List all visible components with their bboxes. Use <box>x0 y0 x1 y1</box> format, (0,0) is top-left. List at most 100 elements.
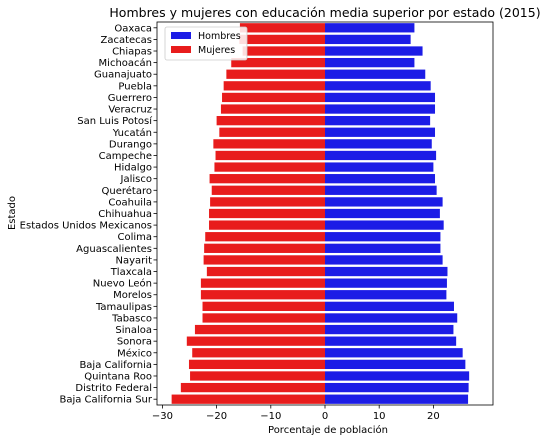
bar-mujeres <box>211 185 325 195</box>
bar-hombres <box>325 174 436 184</box>
y-tick-label: Estados Unidos Mexicanos <box>20 221 152 232</box>
bar-hombres <box>325 243 441 253</box>
x-tick-label: −30 <box>152 411 173 422</box>
y-tick-label: Tabasco <box>111 313 152 324</box>
bar-mujeres <box>226 69 325 79</box>
bar-mujeres <box>220 104 325 114</box>
bar-mujeres <box>200 290 325 300</box>
y-tick-label: Campeche <box>99 151 152 162</box>
bar-mujeres <box>222 92 325 103</box>
bar-hombres <box>325 116 431 126</box>
bar-hombres <box>325 162 434 172</box>
bar-mujeres <box>223 81 325 91</box>
y-tick-label: Veracruz <box>108 105 152 116</box>
bar-mujeres <box>209 174 325 184</box>
bar-hombres <box>325 324 454 335</box>
y-tick-label: Durango <box>109 139 152 150</box>
bar-mujeres <box>213 139 325 149</box>
x-tick-label: 0 <box>322 411 328 422</box>
bar-hombres <box>325 127 436 137</box>
y-tick-label: Chihuahua <box>98 209 152 220</box>
x-tick-labels: −30 −20 −10 0 10 20 <box>152 405 440 422</box>
y-tick-labels: OaxacaZacatecasChiapasMichoacánGuanajuat… <box>20 23 157 406</box>
bar-hombres <box>325 301 454 311</box>
bar-hombres <box>325 359 466 370</box>
legend-swatch-mujeres <box>171 46 191 53</box>
legend-label-hombres: Hombres <box>198 31 241 42</box>
y-tick-label: Sonora <box>117 337 152 348</box>
y-tick-label: San Luis Potosí <box>77 115 153 127</box>
x-tick-label: −10 <box>260 411 281 422</box>
y-tick-label: Querétaro <box>102 185 152 197</box>
y-tick-label: Nayarit <box>116 255 153 266</box>
bar-mujeres <box>214 162 325 172</box>
bar-mujeres <box>190 371 325 381</box>
y-tick-label: Sinaloa <box>115 325 152 336</box>
bar-hombres <box>325 382 469 393</box>
bar-mujeres <box>205 232 325 242</box>
y-tick-label: Chiapas <box>112 47 152 58</box>
bar-mujeres <box>194 324 325 335</box>
bar-mujeres <box>239 23 325 33</box>
bar-hombres <box>325 336 457 346</box>
y-tick-label: Coahuila <box>108 197 152 208</box>
bar-mujeres <box>186 336 325 346</box>
bar-mujeres <box>200 278 325 288</box>
x-tick-label: −20 <box>206 411 227 422</box>
bar-hombres <box>325 255 443 265</box>
bar-mujeres <box>209 208 325 219</box>
legend-label-mujeres: Mujeres <box>198 45 235 56</box>
y-axis-label: Estado <box>7 196 18 230</box>
x-tick-label: 10 <box>373 411 386 422</box>
y-tick-label: Hidalgo <box>114 163 152 174</box>
y-tick-label: México <box>117 347 152 359</box>
bar-hombres <box>325 278 447 288</box>
bar-mujeres <box>180 382 325 393</box>
bar-hombres <box>325 34 411 45</box>
bar-hombres <box>325 348 463 358</box>
bar-hombres <box>325 185 437 195</box>
y-tick-label: Yucatán <box>112 127 152 139</box>
y-tick-label: Zacatecas <box>100 35 152 46</box>
y-tick-label: Morelos <box>113 290 152 301</box>
bar-hombres <box>325 104 436 114</box>
bar-hombres <box>325 139 432 149</box>
y-tick-label: Baja California <box>79 360 152 371</box>
bar-mujeres <box>210 197 325 207</box>
bar-mujeres <box>203 255 325 265</box>
x-axis-label: Porcentaje de población <box>268 424 388 436</box>
bar-hombres <box>325 57 415 68</box>
y-tick-label: Michoacán <box>99 57 152 69</box>
bar-mujeres <box>171 394 325 404</box>
bar-hombres <box>325 46 423 56</box>
bar-mujeres <box>242 46 325 56</box>
y-tick-label: Puebla <box>118 81 152 92</box>
bar-hombres <box>325 197 443 207</box>
bar-hombres <box>325 290 447 300</box>
bar-mujeres <box>216 116 325 126</box>
y-tick-label: Jalisco <box>120 174 152 185</box>
bar-mujeres <box>202 301 325 311</box>
bar-mujeres <box>239 34 325 45</box>
bar-hombres <box>325 371 470 381</box>
bar-mujeres <box>231 57 325 68</box>
y-tick-label: Distrito Federal <box>75 383 152 394</box>
bar-mujeres <box>188 359 325 370</box>
bar-mujeres <box>192 348 325 358</box>
bar-hombres <box>325 150 437 161</box>
y-tick-label: Guerrero <box>108 93 152 104</box>
bar-mujeres <box>202 313 325 323</box>
chart-title: Hombres y mujeres con educación media su… <box>109 5 540 20</box>
bar-hombres <box>325 232 441 242</box>
bars-layer <box>171 23 470 404</box>
y-tick-label: Nuevo León <box>93 278 152 290</box>
bar-hombres <box>325 23 415 33</box>
bar-hombres <box>325 266 448 277</box>
y-tick-label: Tamaulipas <box>95 302 152 313</box>
bar-mujeres <box>219 127 325 137</box>
bar-hombres <box>325 92 436 103</box>
bar-hombres <box>325 220 444 230</box>
legend: Hombres Mujeres <box>164 26 248 61</box>
bar-hombres <box>325 208 440 219</box>
